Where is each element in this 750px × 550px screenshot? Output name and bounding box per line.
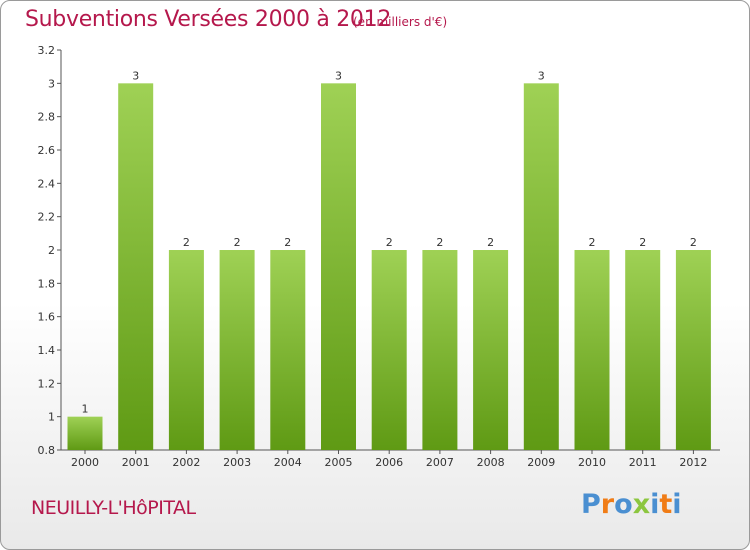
- x-tick-label: 2011: [629, 456, 657, 469]
- data-label: 2: [487, 236, 494, 249]
- chart-labels: 2000 1 2001 3 2002 2 2003 2 2004 2 2005 3 2006 2 2007 2…: [71, 69, 707, 469]
- logo-letter: i: [672, 489, 682, 520]
- y-tick-label: 1.8: [38, 277, 56, 290]
- x-tick-label: 2003: [223, 456, 251, 469]
- x-tick-label: 2008: [477, 456, 505, 469]
- data-label: 2: [386, 236, 393, 249]
- x-tick-label: 2010: [578, 456, 606, 469]
- logo-letter: P: [581, 489, 601, 520]
- data-label: 2: [183, 236, 190, 249]
- data-label: 2: [690, 236, 697, 249]
- x-tick-label: 2002: [172, 456, 200, 469]
- bar: [473, 250, 509, 450]
- y-tick-label: 1.6: [38, 311, 56, 324]
- chart-axes: 0.8 1 1.2 1.4 1.6 1.8 2 2.2 2.4 2.6 2.8 3 3.2: [38, 44, 720, 457]
- y-tick-label: 0.8: [38, 444, 56, 457]
- data-label: 2: [234, 236, 241, 249]
- logo-letter: x: [632, 489, 651, 520]
- y-tick-label: 3.2: [38, 44, 56, 57]
- data-label: 2: [639, 236, 646, 249]
- y-tick-label: 1.2: [38, 377, 56, 390]
- x-tick-label: 2000: [71, 456, 99, 469]
- bar: [270, 250, 306, 450]
- bar: [371, 250, 407, 450]
- x-tick-label: 2007: [426, 456, 454, 469]
- bar: [574, 250, 610, 450]
- y-tick-label: 1: [48, 411, 55, 424]
- bar: [67, 416, 103, 450]
- logo-letter: o: [614, 489, 633, 520]
- data-label: 1: [82, 403, 89, 416]
- y-tick-label: 2.2: [38, 211, 56, 224]
- x-tick-label: 2006: [375, 456, 403, 469]
- data-label: 3: [538, 69, 545, 82]
- data-label: 3: [335, 69, 342, 82]
- x-tick-label: 2012: [679, 456, 707, 469]
- bar: [675, 250, 711, 450]
- chart-bars: [67, 83, 711, 450]
- data-label: 2: [284, 236, 291, 249]
- y-tick-label: 3: [48, 77, 55, 90]
- data-label: 2: [589, 236, 596, 249]
- x-tick-label: 2004: [274, 456, 302, 469]
- bar: [321, 83, 356, 450]
- bar: [625, 250, 661, 450]
- commune-name: NEUILLY-L'HôPITAL: [31, 497, 196, 519]
- chart-title: Subventions Versées 2000 à 2012: [25, 7, 392, 32]
- y-tick-label: 2.4: [38, 177, 56, 190]
- x-tick-label: 2009: [527, 456, 555, 469]
- data-label: 3: [132, 69, 139, 82]
- logo-letter: t: [659, 489, 673, 520]
- bar: [422, 250, 458, 450]
- logo-letter: i: [650, 489, 660, 520]
- proxiti-logo[interactable]: Proxiti: [581, 489, 682, 520]
- logo-letter: r: [600, 489, 615, 520]
- bar: [168, 250, 204, 450]
- bar: [118, 83, 154, 450]
- y-tick-label: 2.8: [38, 111, 56, 124]
- y-tick-label: 1.4: [38, 344, 56, 357]
- y-tick-label: 2: [48, 244, 55, 257]
- bar: [219, 250, 255, 450]
- data-label: 2: [436, 236, 443, 249]
- chart-unit: (en milliers d'€): [353, 15, 448, 29]
- y-tick-label: 2.6: [38, 144, 56, 157]
- x-tick-label: 2001: [122, 456, 150, 469]
- x-tick-label: 2005: [325, 456, 353, 469]
- bar: [523, 83, 559, 450]
